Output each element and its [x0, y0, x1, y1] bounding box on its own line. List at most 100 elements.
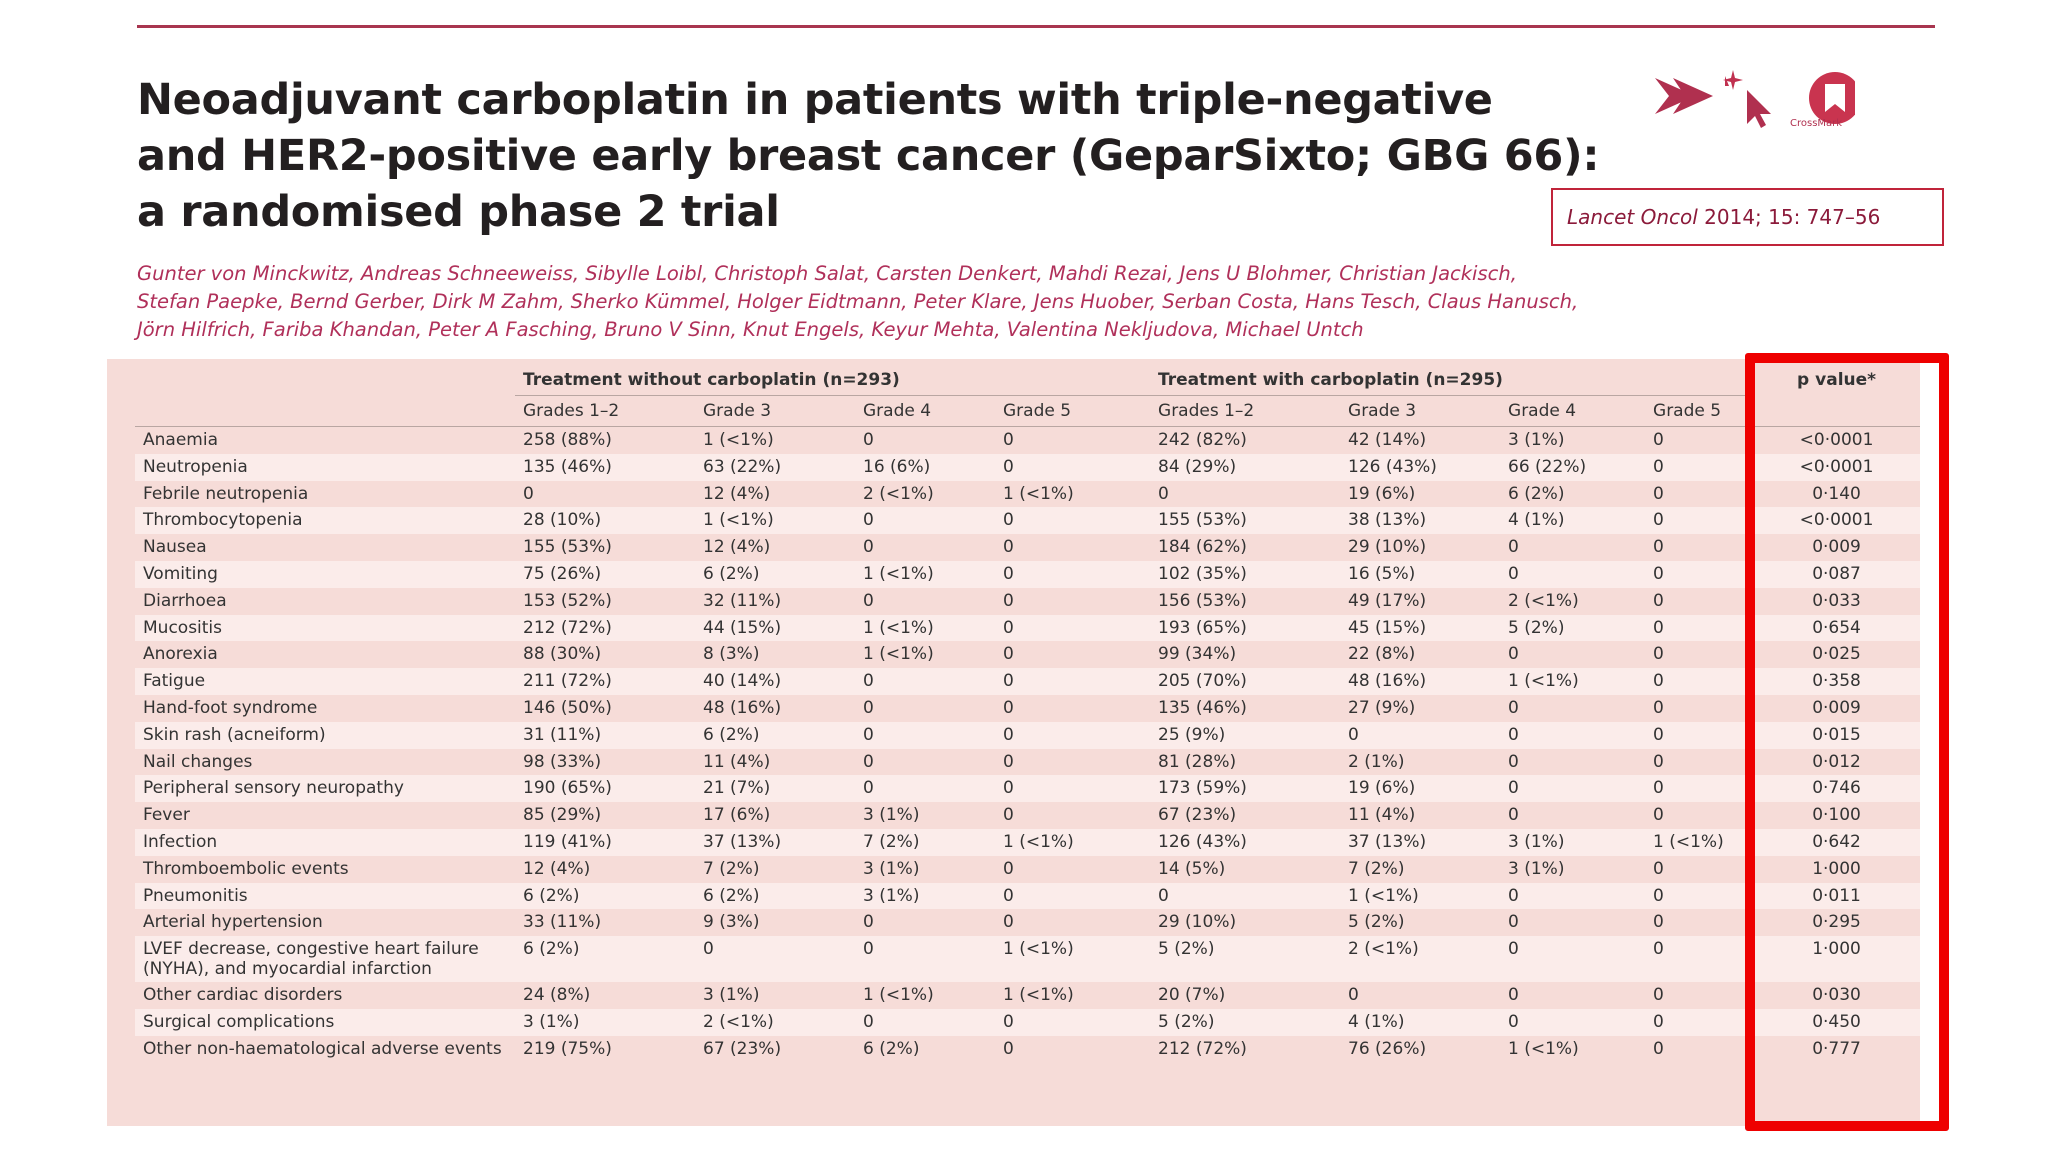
- cell: 0: [1158, 483, 1169, 504]
- table-row: Other cardiac disorders 24 (8%) 3 (1%) 1 (<…: [135, 982, 1920, 1009]
- row-label: Other non-haematological adverse events: [143, 1038, 502, 1059]
- cell: 3 (1%): [863, 858, 920, 879]
- highlight-box: [1745, 353, 1949, 1131]
- cell: 135 (46%): [1158, 697, 1247, 718]
- cell: 0: [1653, 644, 1664, 665]
- cell: 0: [1003, 858, 1014, 879]
- group-header: Treatment with carboplatin (n=295): [1150, 365, 1746, 396]
- cell: 25 (9%): [1158, 724, 1226, 745]
- cell: 0: [1508, 912, 1519, 933]
- grade-header: Grades 1–2: [1150, 395, 1341, 427]
- cell: 6 (2%): [703, 563, 760, 584]
- row-label: Infection: [143, 831, 218, 852]
- cell: 14 (5%): [1158, 858, 1226, 879]
- cell: 0: [1003, 751, 1014, 772]
- p-value: 0·358: [1812, 671, 1861, 692]
- cell: 7 (2%): [1348, 858, 1405, 879]
- table-row: Nausea 155 (53%) 12 (4%) 0 0 184 (62%) 29 (10%…: [135, 534, 1920, 561]
- cell: 193 (65%): [1158, 617, 1247, 638]
- row-label: Fever: [143, 805, 190, 826]
- table-row: Thromboembolic events 12 (4%) 7 (2%) 3 (1%)…: [135, 856, 1920, 883]
- cell: 0: [1653, 563, 1664, 584]
- cell: 0: [1003, 563, 1014, 584]
- table-row: Vomiting 75 (26%) 6 (2%) 1 (<1%) 0 102 (35%) 1…: [135, 560, 1920, 588]
- cell: 88 (30%): [523, 644, 602, 665]
- table-row: Surgical complications 3 (1%) 2 (<1%) 0 0 5 (…: [135, 1008, 1920, 1036]
- cell: 28 (10%): [523, 510, 602, 531]
- p-value: 1·000: [1812, 939, 1861, 960]
- table-row: Pneumonitis 6 (2%) 6 (2%) 3 (1%) 0 0 1 (<1%) 0 0…: [135, 882, 1920, 910]
- cell: 1 (<1%): [1003, 985, 1074, 1006]
- p-value: 0·642: [1812, 831, 1861, 852]
- cell: 126 (43%): [1348, 456, 1437, 477]
- adverse-events-table: Treatment without carboplatin (n=293) Tre…: [135, 365, 1920, 1063]
- cell: 0: [863, 510, 874, 531]
- cell: 0: [1653, 430, 1664, 450]
- cell: 2 (<1%): [703, 1011, 774, 1032]
- cell: 4 (1%): [1508, 510, 1565, 531]
- row-label: Thromboembolic events: [143, 858, 349, 879]
- table-row: Anaemia 258 (88%) 1 (<1%) 0 0 242 (82%) 42 (14…: [135, 427, 1920, 454]
- table-row: Fatigue 211 (72%) 40 (14%) 0 0 205 (70%) 48 (1…: [135, 668, 1920, 695]
- cell: 0: [1653, 510, 1664, 531]
- cell: 7 (2%): [703, 858, 760, 879]
- cell: 184 (62%): [1158, 537, 1247, 558]
- spark-icon: [1723, 70, 1743, 90]
- table-row: Other non-haematological adverse events 2…: [135, 1036, 1920, 1063]
- p-value: 0·746: [1812, 778, 1861, 799]
- cell: 0: [863, 430, 874, 450]
- cell: 0: [1003, 617, 1014, 638]
- cell: 258 (88%): [523, 430, 612, 450]
- cell: 12 (4%): [703, 537, 771, 558]
- cell: 1 (<1%): [1003, 831, 1074, 852]
- cell: 0: [1653, 456, 1664, 477]
- table-row: Fever 85 (29%) 17 (6%) 3 (1%) 0 67 (23%) 11 (4…: [135, 802, 1920, 829]
- cell: 37 (13%): [1348, 831, 1427, 852]
- cell: 0: [863, 778, 874, 799]
- cell: 20 (7%): [1158, 985, 1226, 1006]
- cell: 3 (1%): [863, 885, 920, 906]
- row-label: Nail changes: [143, 751, 253, 772]
- cell: 38 (13%): [1348, 510, 1427, 531]
- cell: 32 (11%): [703, 590, 782, 611]
- p-value: 0·295: [1812, 912, 1861, 933]
- cell: 3 (1%): [703, 985, 760, 1006]
- cell: 31 (11%): [523, 724, 602, 745]
- cell: 0: [863, 697, 874, 718]
- journal: Lancet Oncol: [1567, 205, 1698, 229]
- cell: 2 (<1%): [1348, 939, 1419, 960]
- cell: 0: [1653, 858, 1664, 879]
- table-row: Neutropenia 135 (46%) 63 (22%) 16 (6%) 0 84 (…: [135, 453, 1920, 481]
- title-line: a randomised phase 2 trial: [137, 187, 780, 237]
- cell: 0: [1003, 537, 1014, 558]
- cell: 6 (2%): [523, 885, 580, 906]
- cell: 219 (75%): [523, 1038, 612, 1059]
- cell: 0: [1003, 1011, 1014, 1032]
- cell: 45 (15%): [1348, 617, 1427, 638]
- cell: 153 (52%): [523, 590, 612, 611]
- cell: 0: [1003, 456, 1014, 477]
- cell: 12 (4%): [703, 483, 771, 504]
- cursor-icon: [1747, 90, 1771, 128]
- p-value: 1·000: [1812, 858, 1861, 879]
- cell: 0: [1508, 1011, 1519, 1032]
- group-header-row: Treatment without carboplatin (n=293) Tre…: [135, 365, 1920, 396]
- cell: 1 (<1%): [1508, 1038, 1579, 1059]
- cell: 0: [863, 1011, 874, 1032]
- row-label: Diarrhoea: [143, 590, 227, 611]
- cell: 0: [1653, 939, 1664, 960]
- table-row: Peripheral sensory neuropathy 190 (65%) 21…: [135, 775, 1920, 803]
- cell: 0: [1003, 912, 1014, 933]
- cell: 6 (2%): [523, 939, 580, 960]
- cell: 27 (9%): [1348, 697, 1416, 718]
- table-row: Hand-foot syndrome 146 (50%) 48 (16%) 0 0 135…: [135, 695, 1920, 722]
- row-label: Anorexia: [143, 644, 218, 665]
- crossmark-label: CrossMark: [1790, 118, 1843, 129]
- cell: 21 (7%): [703, 778, 771, 799]
- table-row: Diarrhoea 153 (52%) 32 (11%) 0 0 156 (53%) 49 …: [135, 588, 1920, 615]
- cell: 205 (70%): [1158, 671, 1247, 692]
- cell: 155 (53%): [523, 537, 612, 558]
- authors-line: Jörn Hilfrich, Fariba Khandan, Peter A F…: [137, 318, 1364, 341]
- p-value: 0·033: [1812, 590, 1861, 611]
